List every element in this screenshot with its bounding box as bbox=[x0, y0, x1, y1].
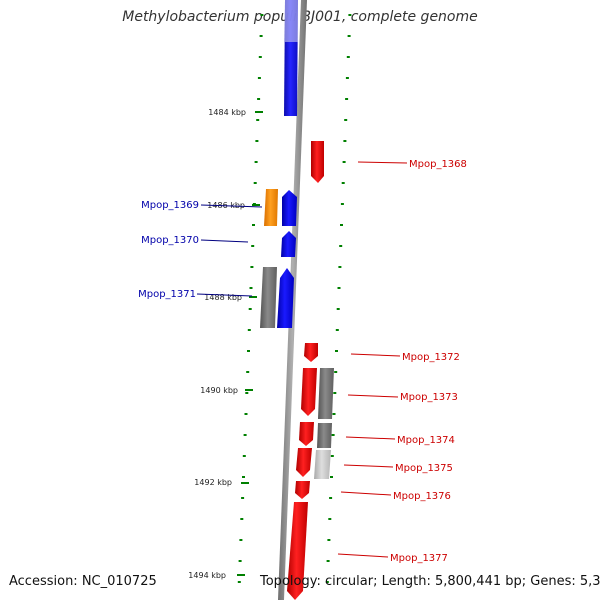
track-dot bbox=[251, 245, 255, 247]
track-dot bbox=[242, 455, 246, 457]
gene-label[interactable]: Mpop_1372 bbox=[402, 352, 460, 363]
other-feature[interactable] bbox=[314, 450, 331, 479]
rna-feature[interactable] bbox=[264, 189, 278, 226]
track-dot bbox=[328, 518, 332, 520]
map-title: Methylobacterium populi BJ001, complete … bbox=[122, 9, 478, 25]
track-dot bbox=[249, 287, 253, 289]
track-dot bbox=[253, 182, 257, 184]
track-dot bbox=[327, 539, 331, 541]
track-dot bbox=[255, 140, 259, 142]
track-dot bbox=[243, 434, 247, 436]
accession-text: Accession: NC_010725 bbox=[9, 574, 157, 589]
other-feature[interactable] bbox=[318, 368, 334, 419]
gene-feature[interactable] bbox=[281, 231, 296, 257]
gene-feature[interactable] bbox=[282, 190, 297, 226]
track-dot bbox=[247, 350, 250, 352]
scale-label: 1492 kbp bbox=[194, 478, 232, 487]
track-dot bbox=[259, 35, 263, 37]
track-dot bbox=[336, 308, 340, 310]
track-dot bbox=[335, 329, 339, 331]
scale-label: 1488 kbp bbox=[204, 293, 242, 302]
topology-text: Topology: circular; Length: 5,800,441 bp… bbox=[260, 574, 600, 589]
track-dot bbox=[257, 77, 261, 79]
scale-ticks: 1484 kbp 1486 kbp 1488 kbp 1490 kbp 1492… bbox=[188, 108, 263, 580]
gene-label[interactable]: Mpop_1377 bbox=[390, 553, 448, 564]
track-dot bbox=[247, 329, 251, 331]
track-dot bbox=[256, 119, 260, 121]
track-dot bbox=[258, 56, 262, 58]
gene-feature bbox=[285, 0, 298, 42]
track-dot bbox=[326, 560, 330, 562]
track-dot bbox=[242, 476, 245, 478]
track-dot bbox=[343, 140, 347, 142]
track-dot bbox=[248, 308, 252, 310]
scale-label: 1494 kbp bbox=[188, 571, 226, 580]
gene-feature[interactable] bbox=[299, 422, 314, 446]
track-dot bbox=[341, 182, 345, 184]
track-dot bbox=[346, 56, 350, 58]
track-dot bbox=[344, 119, 348, 121]
gene-labels: Mpop_1369 Mpop_1370 Mpop_1371 Mpop_1368 … bbox=[138, 159, 467, 564]
track-dot bbox=[254, 161, 258, 163]
gene-label[interactable]: Mpop_1373 bbox=[400, 392, 458, 403]
track-dot bbox=[345, 77, 349, 79]
track-dot bbox=[250, 266, 254, 268]
other-feature[interactable] bbox=[260, 267, 277, 328]
reverse-strand-features bbox=[260, 0, 298, 328]
track-dot bbox=[325, 581, 329, 583]
track-dot bbox=[331, 434, 335, 436]
forward-strand-features bbox=[287, 141, 334, 600]
other-feature[interactable] bbox=[317, 423, 332, 448]
scale-label: 1484 kbp bbox=[208, 108, 246, 117]
leader-lines bbox=[196, 161, 408, 558]
gene-feature[interactable] bbox=[301, 368, 317, 416]
track-dot bbox=[244, 413, 248, 415]
gene-feature[interactable] bbox=[304, 343, 318, 362]
gene-feature[interactable] bbox=[295, 481, 310, 499]
track-dot bbox=[239, 539, 243, 541]
track-dot bbox=[340, 224, 343, 226]
track-dot bbox=[241, 497, 245, 499]
track-dots bbox=[237, 14, 352, 583]
track-dot bbox=[334, 371, 338, 373]
track-dot bbox=[338, 266, 342, 268]
gene-label[interactable]: Mpop_1374 bbox=[397, 435, 455, 446]
gene-label[interactable]: Mpop_1375 bbox=[395, 463, 453, 474]
scale-label: 1490 kbp bbox=[200, 386, 238, 395]
track-dot bbox=[347, 35, 351, 37]
track-dot bbox=[260, 14, 264, 16]
track-dot bbox=[237, 581, 241, 583]
gene-feature[interactable] bbox=[296, 448, 312, 477]
track-dot bbox=[348, 14, 352, 16]
gene-label[interactable]: Mpop_1371 bbox=[138, 289, 196, 300]
gene-feature[interactable] bbox=[277, 268, 294, 328]
track-dot bbox=[332, 413, 336, 415]
track-dot bbox=[333, 392, 337, 394]
track-dot bbox=[337, 287, 341, 289]
track-dot bbox=[345, 98, 349, 100]
track-dot bbox=[252, 224, 255, 226]
track-dot bbox=[342, 161, 346, 163]
track-dot bbox=[240, 518, 244, 520]
track-dot bbox=[245, 392, 249, 394]
track-dot bbox=[257, 98, 261, 100]
gene-label[interactable]: Mpop_1369 bbox=[141, 200, 199, 211]
track-dot bbox=[339, 245, 343, 247]
track-dot bbox=[329, 497, 333, 499]
gene-label[interactable]: Mpop_1370 bbox=[141, 235, 199, 246]
track-dot bbox=[340, 203, 344, 205]
gene-feature[interactable] bbox=[287, 502, 308, 600]
track-dot bbox=[330, 476, 333, 478]
track-dot bbox=[330, 455, 334, 457]
gene-label[interactable]: Mpop_1376 bbox=[393, 491, 451, 502]
gene-feature[interactable] bbox=[311, 141, 324, 183]
track-dot bbox=[246, 371, 250, 373]
track-dot bbox=[238, 560, 242, 562]
track-dot bbox=[335, 350, 338, 352]
gene-label[interactable]: Mpop_1368 bbox=[409, 159, 467, 170]
